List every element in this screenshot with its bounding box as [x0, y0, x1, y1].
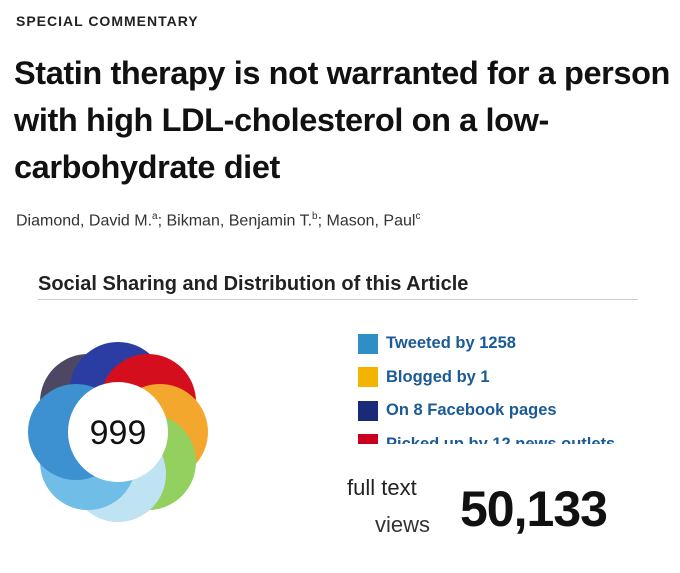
sharing-text: Picked up by 12 news outlets	[386, 434, 616, 444]
views-count: 50,133	[460, 481, 608, 537]
section-heading: Social Sharing and Distribution of this …	[38, 273, 638, 300]
sharing-item[interactable]: Blogged by 1	[358, 361, 658, 395]
color-swatch	[358, 367, 378, 388]
authors: Diamond, David M.a; Bikman, Benjamin T.b…	[16, 211, 420, 230]
altmetric-donut[interactable]: 999	[28, 342, 208, 522]
author-affiliation: c	[415, 211, 421, 222]
sharing-item[interactable]: Picked up by 12 news outlets	[358, 428, 658, 444]
sharing-text: On 8 Facebook pages	[386, 401, 557, 420]
views-label: views	[375, 512, 431, 537]
author-separator: ;	[157, 212, 167, 230]
article-title[interactable]: Statin therapy is not warranted for a pe…	[14, 55, 670, 185]
altmetric-score: 999	[90, 414, 147, 452]
article-label: SPECIAL COMMENTARY	[16, 13, 199, 29]
author-separator: ;	[317, 212, 327, 230]
sharing-list: Tweeted by 1258 Blogged by 1 On 8 Facebook…	[358, 327, 658, 444]
sharing-text: Blogged by 1	[386, 367, 490, 386]
author-affiliation: b	[312, 211, 318, 222]
author-name[interactable]: Bikman, Benjamin T.	[166, 212, 313, 230]
donut-center	[68, 382, 168, 482]
views-label: full text	[347, 475, 417, 500]
color-swatch	[358, 400, 378, 421]
sharing-text: Tweeted by 1258	[386, 334, 516, 353]
author-affiliation: a	[152, 211, 158, 222]
author-name[interactable]: Mason, Paul	[326, 212, 416, 230]
sharing-item[interactable]: On 8 Facebook pages	[358, 394, 658, 428]
color-swatch	[358, 333, 378, 354]
color-swatch	[358, 434, 378, 444]
sharing-item[interactable]: Tweeted by 1258	[358, 327, 658, 361]
author-name[interactable]: Diamond, David M.	[16, 212, 153, 230]
